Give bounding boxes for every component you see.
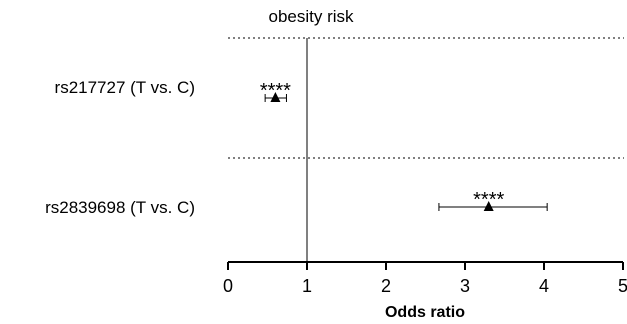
row-label-0: rs217727 (T vs. C) [55,78,195,97]
x-tick-label-0: 0 [223,276,233,296]
x-axis-ticks: 0 1 2 3 4 5 [223,262,627,296]
forest-marks: **** **** [260,80,548,211]
x-axis-label: Odds ratio [385,304,465,321]
significance-label-0: **** [260,80,291,102]
x-tick-label-3: 3 [460,276,470,296]
x-tick-label-2: 2 [381,276,391,296]
x-tick-label-5: 5 [618,276,627,296]
x-tick-label-4: 4 [539,276,549,296]
x-tick-label-1: 1 [302,276,312,296]
chart-title: obesity risk [268,7,354,26]
point-marker-0 [270,92,281,102]
point-marker-1 [483,201,494,211]
row-label-1: rs2839698 (T vs. C) [45,198,195,217]
significance-label-1: **** [473,189,504,211]
